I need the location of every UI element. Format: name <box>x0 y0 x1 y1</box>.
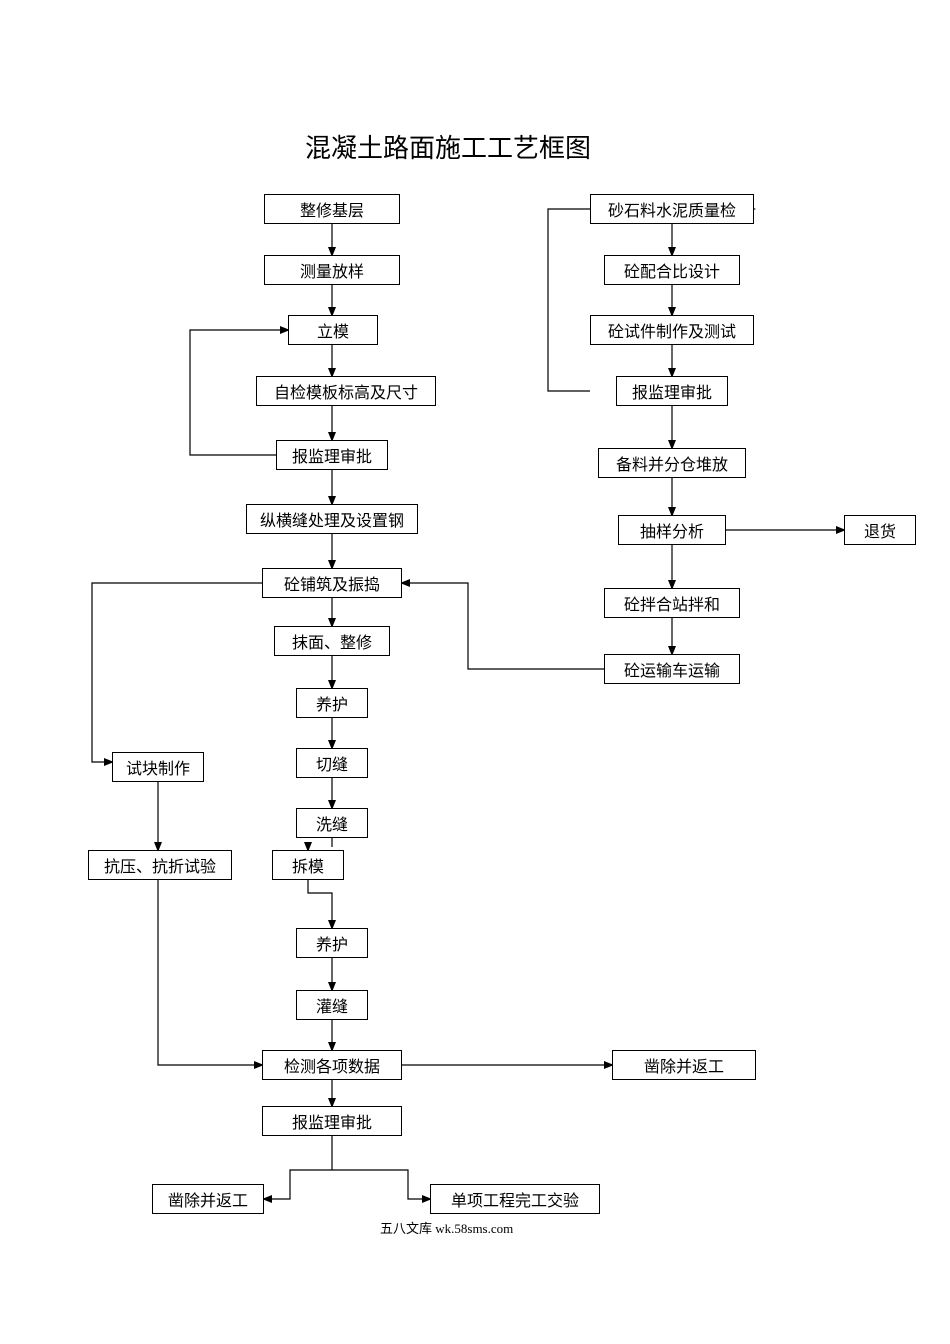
flow-node-L16: 报监理审批 <box>262 1106 402 1136</box>
page-title: 混凝土路面施工工艺框图 <box>305 128 591 165</box>
flow-node-L9: 养护 <box>296 688 368 718</box>
flow-node-B1: 凿除并返工 <box>152 1184 264 1214</box>
flow-node-LL1: 试块制作 <box>112 752 204 782</box>
flow-node-L4: 自检模板标高及尺寸 <box>256 376 436 406</box>
flow-node-L3: 立模 <box>288 315 378 345</box>
flow-node-R3: 砼试件制作及测试 <box>590 315 754 345</box>
footer-text: 五八文库 wk.58sms.com <box>380 1218 513 1237</box>
flow-node-R6: 抽样分析 <box>618 515 726 545</box>
flow-node-LL2: 抗压、抗折试验 <box>88 850 232 880</box>
flow-node-L5: 报监理审批 <box>276 440 388 470</box>
flow-node-L6: 纵横缝处理及设置钢 <box>246 504 418 534</box>
flow-node-R7: 砼拌合站拌和 <box>604 588 740 618</box>
flow-node-L15: 检测各项数据 <box>262 1050 402 1080</box>
flow-node-R1: 砂石料水泥质量检 <box>590 194 754 224</box>
edges-layer <box>0 0 950 1344</box>
flow-node-L11: 洗缝 <box>296 808 368 838</box>
edge <box>308 880 332 928</box>
edge <box>548 209 754 391</box>
flow-node-RR2: 凿除并返工 <box>612 1050 756 1080</box>
flow-node-R4: 报监理审批 <box>616 376 728 406</box>
flow-node-L14: 灌缝 <box>296 990 368 1020</box>
flow-node-L12: 拆模 <box>272 850 344 880</box>
flowchart-canvas: 混凝土路面施工工艺框图 整修基层测量放样立模自检模板标高及尺寸报监理审批纵横缝处… <box>0 0 950 1344</box>
edge <box>332 1170 430 1199</box>
edge <box>402 583 604 669</box>
flow-node-L1: 整修基层 <box>264 194 400 224</box>
flow-node-L7: 砼铺筑及振捣 <box>262 568 402 598</box>
flow-node-L8: 抹面、整修 <box>274 626 390 656</box>
flow-node-R5: 备料并分仓堆放 <box>598 448 746 478</box>
flow-node-L2: 测量放样 <box>264 255 400 285</box>
edge <box>158 880 262 1065</box>
flow-node-B2: 单项工程完工交验 <box>430 1184 600 1214</box>
edge <box>264 1170 332 1199</box>
flow-node-L13: 养护 <box>296 928 368 958</box>
flow-node-R2: 砼配合比设计 <box>604 255 740 285</box>
flow-node-RR1: 退货 <box>844 515 916 545</box>
edge <box>92 583 262 762</box>
flow-node-R8: 砼运输车运输 <box>604 654 740 684</box>
flow-node-L10: 切缝 <box>296 748 368 778</box>
